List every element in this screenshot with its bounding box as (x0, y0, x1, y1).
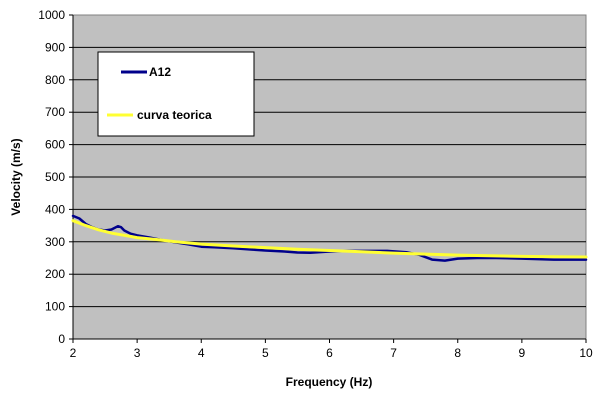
x-tick-label-6: 6 (326, 346, 333, 360)
x-tick-label-7: 7 (390, 346, 397, 360)
y-tick-label-800: 800 (45, 73, 65, 87)
y-tick-label-300: 300 (45, 235, 65, 249)
x-tick-label-3: 3 (134, 346, 141, 360)
x-tick-label-2: 2 (70, 346, 77, 360)
legend-box (97, 51, 255, 137)
y-tick-label-600: 600 (45, 138, 65, 152)
legend-label-curva-teorica: curva teorica (137, 108, 212, 122)
x-axis-title: Frequency (Hz) (286, 375, 373, 389)
y-tick-label-200: 200 (45, 267, 65, 281)
x-axis: 2 3 4 5 6 7 8 9 10 (70, 338, 593, 360)
series-line-curva-teorica (71, 219, 588, 259)
x-tick-label-10: 10 (579, 346, 593, 360)
y-tick-label-1000: 1000 (38, 8, 65, 22)
grid-lines (73, 46, 586, 308)
y-tick-label-900: 900 (45, 40, 65, 54)
series-line-a12 (71, 214, 588, 262)
y-axis: 0 100 200 300 400 500 600 700 800 900 1000 (38, 8, 74, 346)
series-group (71, 214, 588, 262)
y-axis-title: Velocity (m/s) (9, 138, 23, 215)
x-tick-label-5: 5 (262, 346, 269, 360)
legend: A12 curva teorica (97, 51, 255, 137)
legend-label-a12: A12 (149, 65, 171, 79)
x-tick-label-8: 8 (454, 346, 461, 360)
x-tick-label-9: 9 (519, 346, 526, 360)
y-tick-label-400: 400 (45, 202, 65, 216)
y-tick-label-500: 500 (45, 170, 65, 184)
y-tick-label-0: 0 (58, 332, 65, 346)
y-tick-label-700: 700 (45, 105, 65, 119)
x-tick-label-4: 4 (198, 346, 205, 360)
y-tick-label-100: 100 (45, 300, 65, 314)
